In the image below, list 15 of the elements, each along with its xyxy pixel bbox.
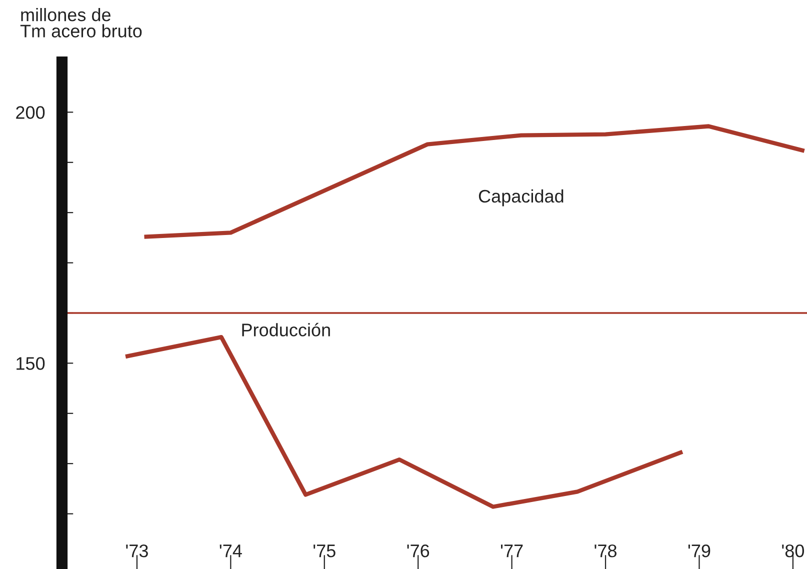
x-tick-label: '79 (688, 544, 710, 558)
y-tick-label: 200 (16, 106, 45, 119)
x-tick-label: '78 (594, 544, 617, 558)
line-series (144, 124, 804, 239)
x-tick-label: '74 (220, 544, 242, 558)
line-series (126, 335, 683, 509)
x-tick-label: '80 (782, 544, 804, 558)
series-label: Producción (242, 322, 330, 336)
y-axis-title: millones de Tm acero bruto (20, 8, 142, 38)
text: Capacidad (478, 189, 564, 206)
y-tick-label: 150 (16, 357, 45, 370)
x-tick-label: '75 (314, 544, 336, 558)
x-tick-label: '77 (500, 544, 523, 558)
x-tick-label: '73 (126, 544, 148, 558)
x-tick-label: '76 (407, 544, 430, 558)
